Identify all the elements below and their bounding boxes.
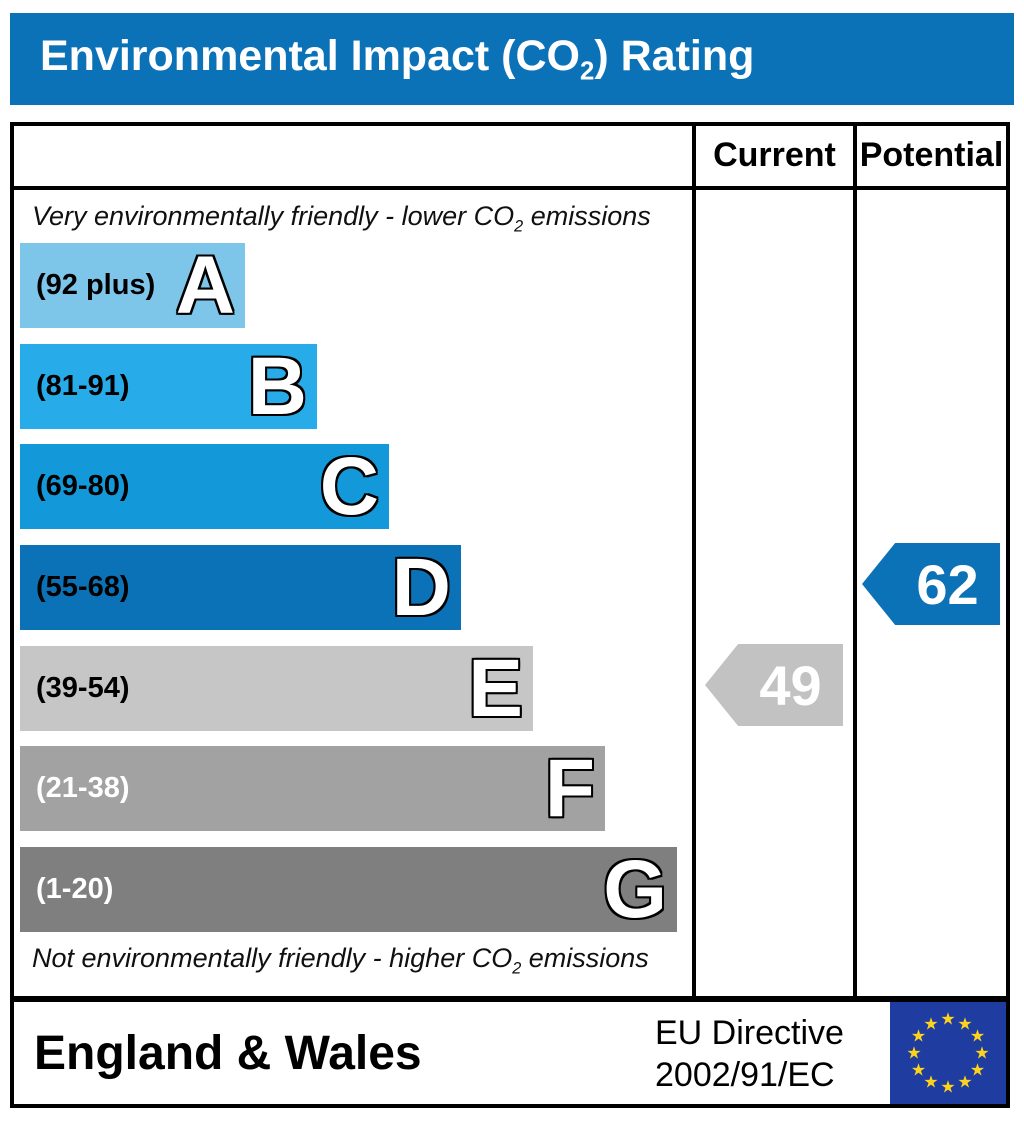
band-letter: B	[247, 340, 307, 432]
band-row-D: (55-68) D	[20, 545, 461, 630]
current-rating-arrow: 49	[705, 644, 843, 726]
band-letter: D	[391, 541, 451, 633]
band-range-label: (1-20)	[36, 873, 114, 905]
eu-flag-star-icon: ★	[910, 1026, 927, 1046]
band-letter: C	[319, 440, 379, 532]
scale-bottom-note-subscript: 2	[512, 959, 522, 978]
eu-flag-star-icon: ★	[940, 1077, 956, 1097]
footer-panel	[10, 998, 1010, 1108]
chart-title: Environmental Impact (CO2) Rating	[40, 32, 754, 87]
band-row-B: (81-91) B	[20, 344, 317, 429]
scale-top-note: Very environmentally friendly - lower CO…	[32, 201, 651, 236]
band-range-label: (69-80)	[36, 470, 130, 502]
band-range-label: (39-54)	[36, 672, 130, 704]
band-letter: G	[603, 843, 667, 935]
eu-flag-star-icon: ★	[923, 1014, 939, 1034]
band-row-A: (92 plus) A	[20, 243, 245, 328]
eu-flag-icon: ★ ★ ★ ★ ★ ★ ★ ★ ★ ★ ★ ★	[890, 1002, 1006, 1104]
band-letter: A	[175, 239, 235, 331]
band-row-C: (69-80) C	[20, 444, 389, 529]
scale-bottom-note-suffix: emissions	[521, 943, 649, 973]
band-range-label: (92 plus)	[36, 269, 156, 301]
scale-bottom-note-text: Not environmentally friendly - higher CO	[32, 943, 513, 973]
band-letter: F	[544, 742, 595, 834]
region-label: England & Wales	[34, 1026, 422, 1080]
chart-title-subscript: 2	[579, 57, 595, 86]
scale-top-note-suffix: emissions	[523, 201, 651, 231]
scale-top-note-subscript: 2	[514, 217, 524, 236]
header-row-divider	[10, 186, 1010, 190]
current-column-header: Current	[713, 135, 836, 174]
eu-flag-star-icon: ★	[969, 1060, 986, 1080]
potential-column-divider	[853, 122, 857, 1000]
potential-rating-arrow: 62	[862, 543, 1000, 625]
eu-directive-line2: 2002/91/EC	[655, 1056, 835, 1094]
band-row-F: (21-38) F	[20, 746, 605, 831]
band-letter: E	[468, 642, 523, 734]
band-range-label: (21-38)	[36, 772, 130, 804]
eu-flag-star-icon: ★	[923, 1072, 939, 1092]
eu-flag-star-icon: ★	[906, 1043, 922, 1063]
eu-directive-line1: EU Directive	[655, 1014, 844, 1052]
scale-bottom-note: Not environmentally friendly - higher CO…	[32, 943, 649, 978]
band-range-label: (55-68)	[36, 571, 130, 603]
eu-directive-label: EU Directive 2002/91/EC	[655, 1012, 875, 1096]
scale-top-note-text: Very environmentally friendly - lower CO	[32, 201, 515, 231]
band-range-label: (81-91)	[36, 370, 130, 402]
chart-title-suffix: ) Rating	[594, 31, 755, 80]
eu-flag-star-icon: ★	[957, 1072, 973, 1092]
current-column-divider	[692, 122, 696, 1000]
band-row-G: (1-20) G	[20, 847, 677, 932]
potential-column-header: Potential	[859, 135, 1004, 174]
chart-title-banner: Environmental Impact (CO2) Rating	[10, 13, 1014, 105]
eu-flag-star-icon: ★	[974, 1043, 990, 1063]
current-rating-value: 49	[759, 653, 822, 717]
potential-rating-value: 62	[916, 552, 979, 616]
eu-flag-star-icon: ★	[957, 1014, 973, 1034]
eu-flag-star-icon: ★	[940, 1009, 956, 1029]
band-row-E: (39-54) E	[20, 646, 533, 731]
chart-title-text: Environmental Impact (CO	[40, 31, 580, 80]
eu-flag-star-icon: ★	[910, 1060, 927, 1080]
eu-flag-star-icon: ★	[969, 1026, 986, 1046]
